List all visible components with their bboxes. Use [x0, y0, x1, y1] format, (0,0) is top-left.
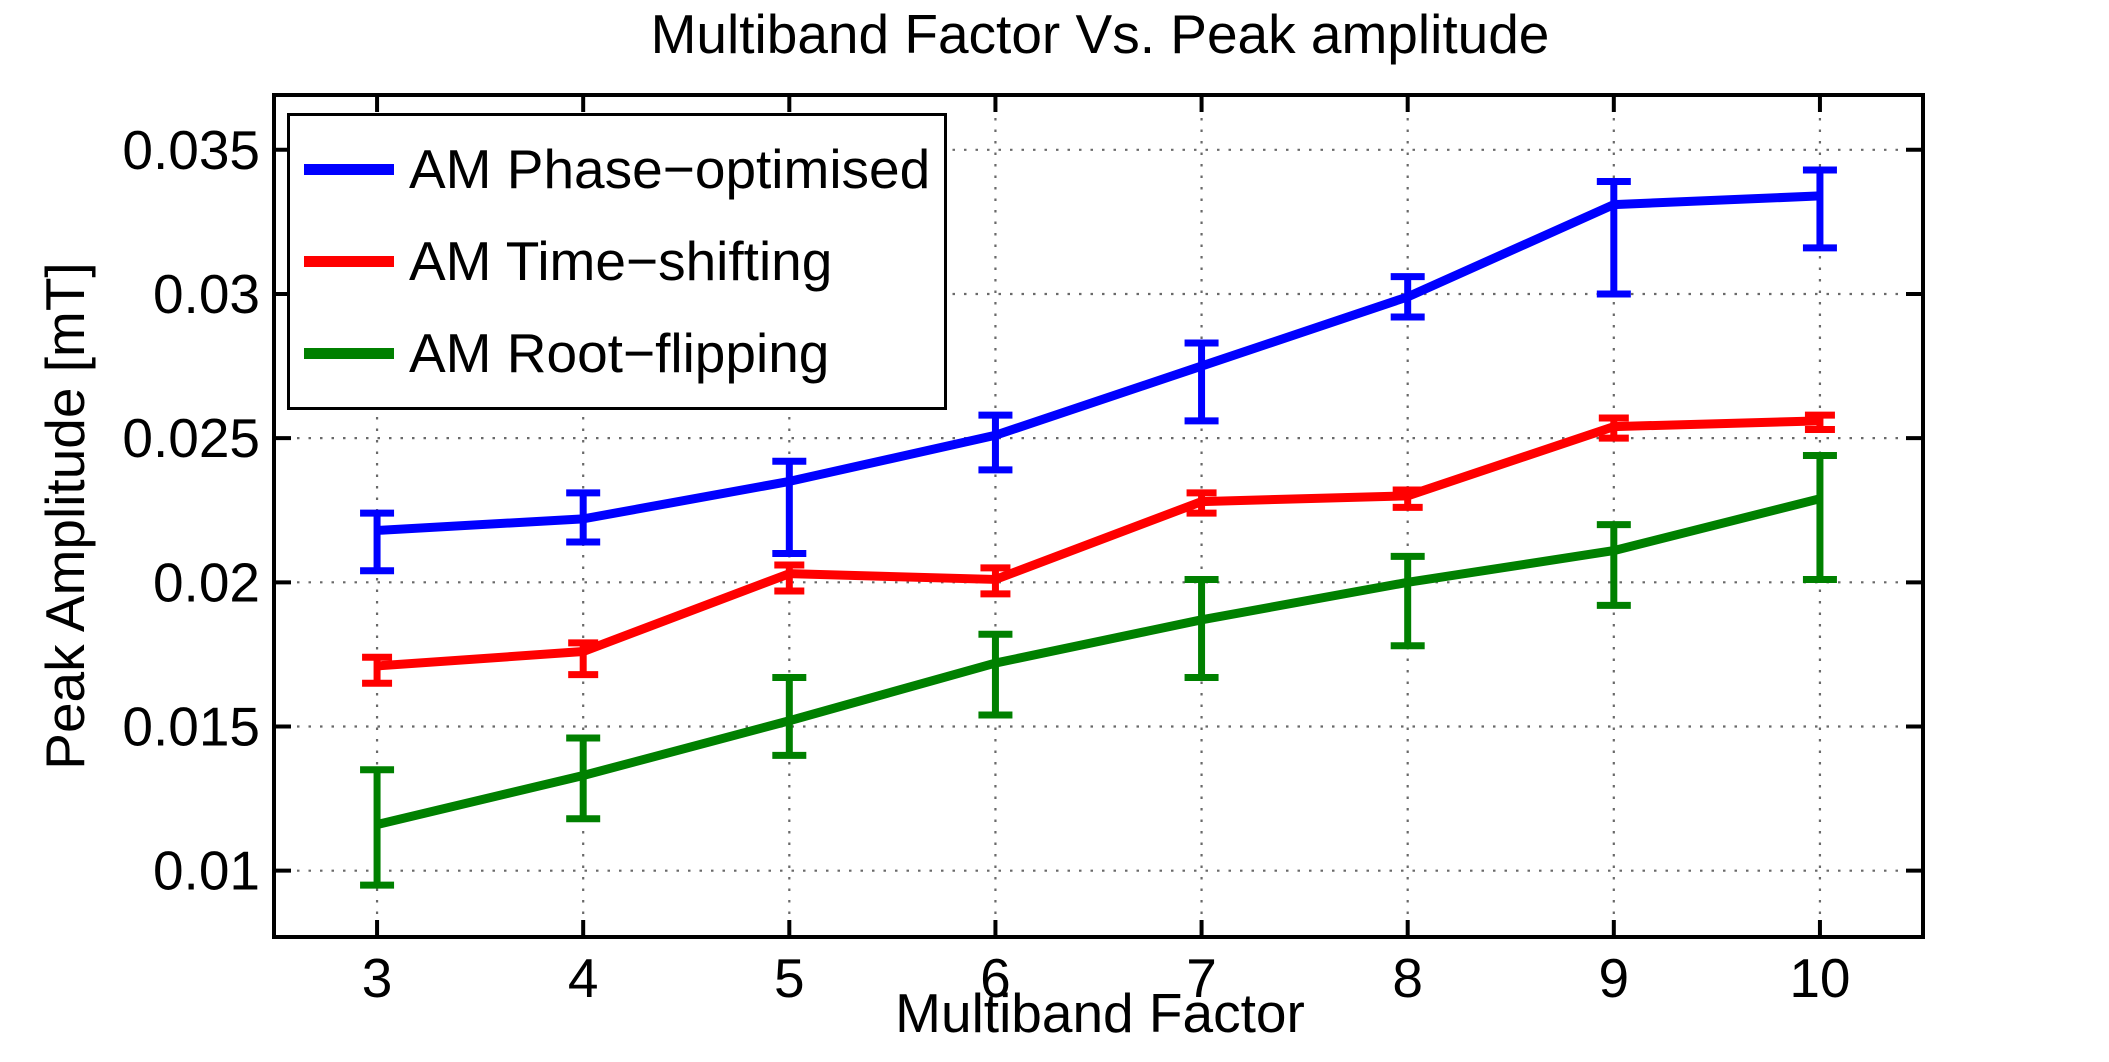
series-line-2: [376, 494, 1822, 829]
legend-line-sample-phase-optimised: [304, 164, 394, 176]
x-tick-label: 6: [980, 947, 1011, 1009]
series-layer: [360, 166, 1837, 889]
x-tick-label: 4: [568, 947, 599, 1009]
series-0: [360, 166, 1837, 575]
series-1: [362, 411, 1835, 687]
series-line-1: [376, 416, 1821, 671]
legend-line-sample-root-flipping: [304, 347, 394, 359]
x-tick-label: 5: [774, 947, 805, 1009]
legend-label: AM Root−flipping: [409, 321, 830, 384]
legend-line-sample-time-shifting: [304, 256, 394, 267]
legend-item: AM Time−shifting: [290, 216, 944, 308]
x-tick-label: 7: [1186, 947, 1217, 1009]
legend-item: AM Root−flipping: [290, 307, 944, 399]
legend: AM Phase−optimised AM Time−shifting AM R…: [287, 113, 947, 410]
y-tick-label: 0.025: [122, 407, 260, 469]
x-tick-label: 9: [1599, 947, 1630, 1009]
y-tick-label: 0.02: [153, 551, 260, 613]
y-tick-label: 0.03: [153, 263, 260, 325]
x-tick-label: 8: [1392, 947, 1423, 1009]
y-tick-label: 0.015: [122, 696, 260, 758]
x-tick-label: 10: [1789, 947, 1850, 1009]
x-tick-label: 3: [362, 947, 393, 1009]
y-tick-label: 0.035: [122, 119, 260, 181]
legend-label: AM Phase−optimised: [409, 138, 931, 201]
chart-title: Multiband Factor Vs. Peak amplitude: [651, 3, 1550, 65]
axis-box: [272, 93, 1925, 939]
x-axis-label: Multiband Factor: [895, 982, 1305, 1044]
tick-label-layer: 3 4 5 6 7 8 9 10 0.01 0.015 0.02 0.025 0.03 0.035: [122, 119, 1850, 1009]
legend-item: AM Phase−optimised: [290, 124, 944, 216]
y-tick-label: 0.01: [153, 840, 260, 902]
legend-label: AM Time−shifting: [409, 230, 833, 292]
axis-layer: [272, 93, 1925, 939]
series-line-0: [376, 191, 1821, 535]
series-2: [360, 451, 1837, 889]
y-axis-label: Peak Amplitude [mT]: [34, 262, 96, 769]
